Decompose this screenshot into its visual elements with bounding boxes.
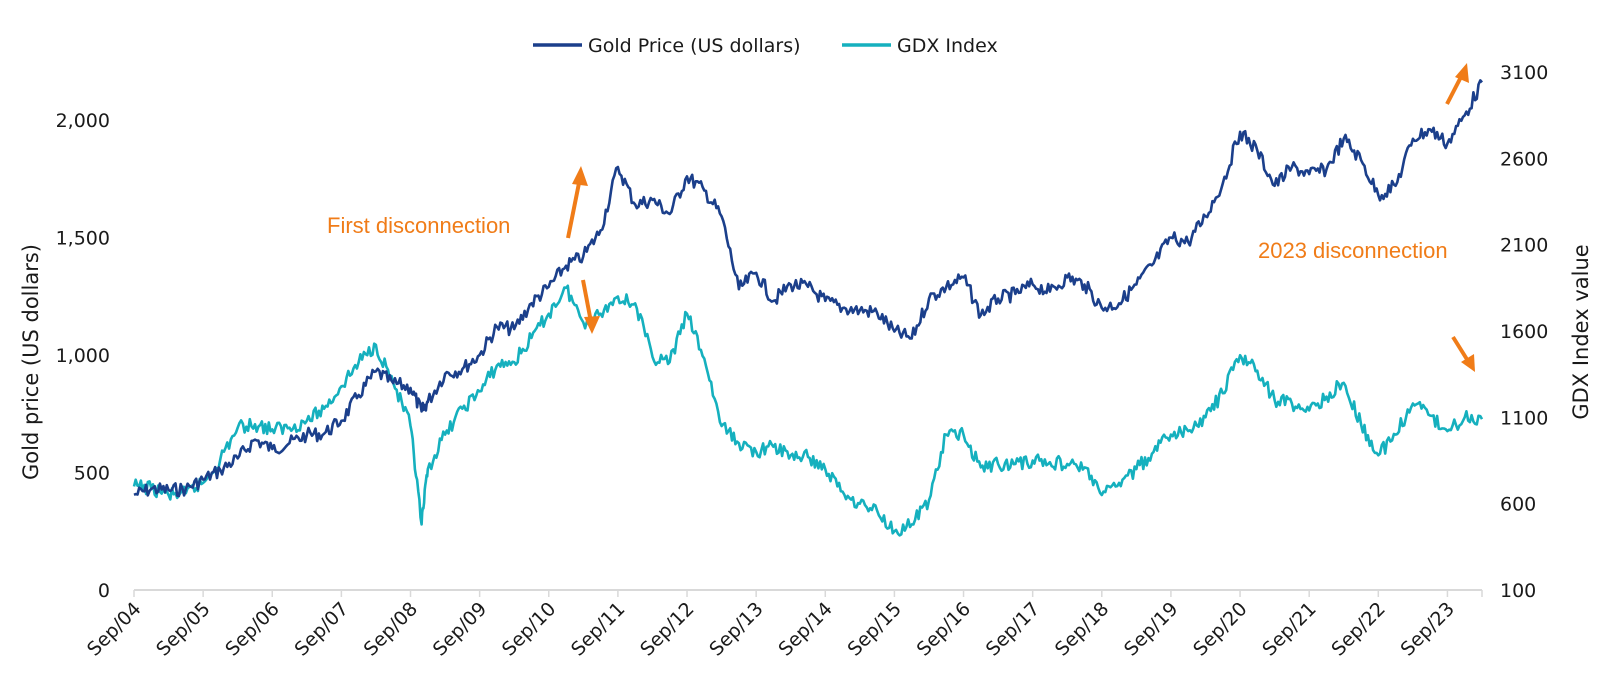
- x-axis: Sep/04 Sep/05 Sep/06 Sep/07 Sep/08 Sep/09 Sep/…: [83, 589, 1483, 661]
- y-right-tick-label: 2100: [1500, 235, 1548, 257]
- legend-label-gold: Gold Price (US dollars): [588, 35, 801, 57]
- x-tick-label: Sep/12: [636, 598, 699, 661]
- annotation-text-first: First disconnection: [327, 213, 510, 238]
- y-right-tick-label: 1100: [1500, 407, 1548, 429]
- y-left-tick-label: 1,500: [56, 228, 110, 250]
- legend-label-gdx: GDX Index: [897, 35, 998, 57]
- x-tick-label: Sep/08: [360, 598, 423, 661]
- y-axis-title-left: Gold price (US dollars): [19, 244, 43, 480]
- y-left-tick-label: 1,000: [56, 345, 110, 367]
- x-tick-label: Sep/23: [1396, 598, 1459, 661]
- arrow-down-icon: [581, 279, 593, 323]
- x-tick-label: Sep/04: [83, 598, 146, 661]
- x-tick-label: Sep/11: [567, 598, 630, 661]
- y-right-tick-label: 3100: [1500, 62, 1548, 84]
- x-tick-label: Sep/14: [774, 598, 837, 661]
- x-tick-label: Sep/05: [152, 598, 215, 661]
- series-layer: [132, 79, 1484, 537]
- series-gdx-index: [132, 284, 1484, 537]
- y-left-tick-label: 2,000: [56, 110, 110, 132]
- arrow-down-icon: [1451, 335, 1470, 363]
- arrow-down-head-icon: [1461, 354, 1475, 372]
- y-axis-title-right: GDX Index value: [1569, 244, 1593, 419]
- series-line: [133, 79, 1483, 498]
- series-gold-price: [133, 79, 1483, 498]
- x-tick-label: Sep/18: [1051, 598, 1114, 661]
- x-tick-label: Sep/16: [913, 598, 976, 661]
- x-tick-label: Sep/21: [1258, 598, 1321, 661]
- x-tick-label: Sep/09: [429, 598, 492, 661]
- series-line: [132, 284, 1484, 537]
- arrow-up-icon: [1445, 74, 1464, 105]
- y-right-tick-label: 1600: [1500, 321, 1548, 343]
- y-left-tick-label: 0: [98, 580, 110, 602]
- x-tick-label: Sep/22: [1327, 598, 1390, 661]
- annotation-first-disconnection: First disconnection: [327, 166, 600, 334]
- annotation-2023-disconnection: 2023 disconnection: [1258, 63, 1475, 372]
- x-tick-label: Sep/15: [843, 598, 906, 661]
- x-tick-label: Sep/19: [1120, 598, 1183, 661]
- arrow-down-head-icon: [584, 316, 600, 334]
- y-right-tick-label: 600: [1500, 494, 1536, 516]
- legend: Gold Price (US dollars) GDX Index: [533, 35, 998, 57]
- arrow-up-head-icon: [1455, 63, 1469, 83]
- y-axis-right: 100 600 1100 1600 2100 2600 3100: [1500, 62, 1548, 602]
- arrow-up-icon: [566, 177, 582, 239]
- y-axis-left: 0 500 1,000 1,500 2,000: [56, 110, 110, 602]
- x-tick-label: Sep/13: [705, 598, 768, 661]
- x-tick-label: Sep/10: [498, 598, 561, 661]
- y-left-tick-label: 500: [74, 463, 110, 485]
- y-right-tick-label: 2600: [1500, 148, 1548, 170]
- x-tick-label: Sep/17: [982, 598, 1045, 661]
- x-tick-label: Sep/20: [1189, 598, 1252, 661]
- x-tick-label: Sep/07: [290, 598, 353, 661]
- annotation-text-2023: 2023 disconnection: [1258, 238, 1448, 263]
- x-tick-label: Sep/06: [221, 598, 284, 661]
- y-right-tick-label: 100: [1500, 580, 1536, 602]
- arrow-up-head-icon: [572, 166, 588, 186]
